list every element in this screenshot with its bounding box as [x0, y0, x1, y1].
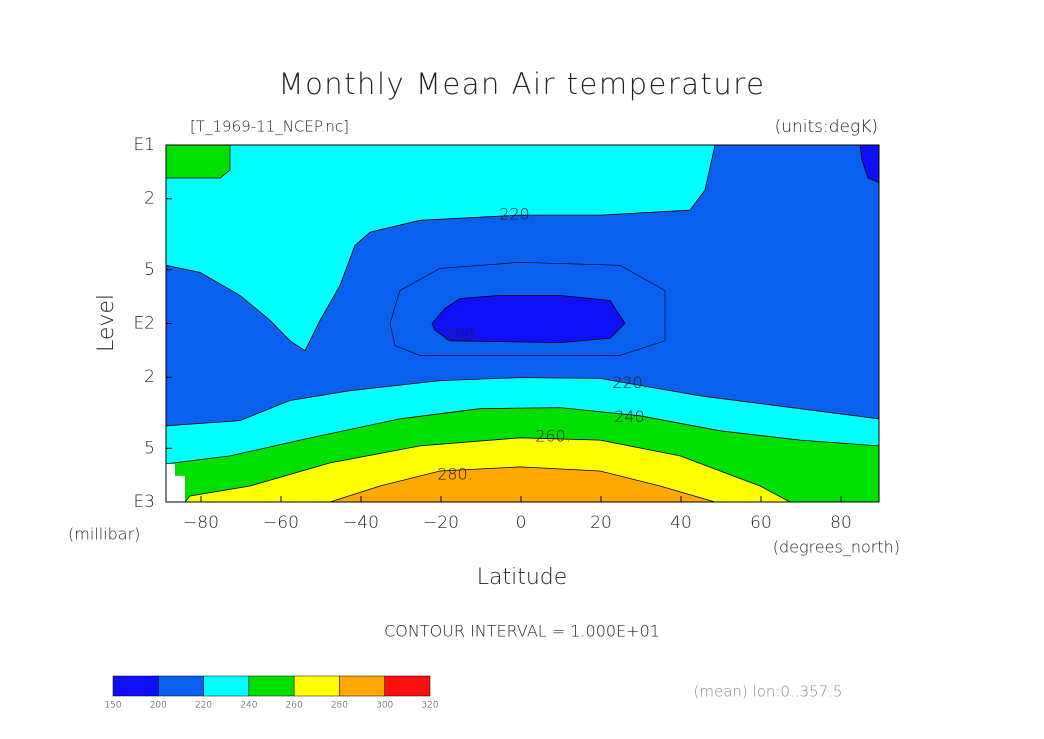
colorbar-label: 200	[150, 701, 167, 711]
y-units: (millibar)	[68, 525, 140, 544]
colorbar-swatch	[112, 675, 159, 697]
x-tick-label: −80	[183, 513, 219, 533]
y-axis-label: Level	[94, 294, 119, 352]
contour-region	[431, 294, 626, 344]
colorbar-label: 280	[331, 701, 348, 711]
colorbar-label: 300	[376, 701, 393, 711]
contour-label: 220.	[499, 205, 535, 224]
x-tick-label: 0	[516, 513, 527, 533]
footnote: (mean) lon:0..357.5	[694, 683, 843, 701]
y-tick-label: 2	[144, 367, 155, 387]
colorbar-label: 150	[104, 701, 121, 711]
contour-label: 240.	[614, 407, 650, 426]
colorbar-label: 260	[286, 701, 303, 711]
colorbar-swatch	[384, 675, 431, 697]
contour-label: 260.	[535, 426, 571, 445]
colorbar-swatch	[203, 675, 250, 697]
plot-area: 220. 200. 220. 240. 260. 280.	[166, 145, 879, 502]
x-tick-label: 20	[590, 513, 612, 533]
contour-label: 200.	[444, 325, 480, 344]
colorbar-label: 240	[240, 701, 257, 711]
y-tick-label: E2	[133, 314, 155, 334]
missing-region	[166, 463, 185, 502]
x-units: (degrees_north)	[773, 538, 900, 557]
file-label: [T_1969-11_NCEP.nc]	[190, 118, 349, 136]
chart-title: Monthly Mean Air temperature	[279, 67, 766, 101]
contour-region	[166, 145, 716, 352]
x-tick-label: 60	[750, 513, 772, 533]
colorbar-swatch	[339, 675, 385, 697]
x-tick-label: −40	[343, 513, 379, 533]
y-tick-label: E3	[133, 492, 155, 512]
contour-region	[329, 466, 716, 502]
contour-line	[389, 261, 666, 356]
contour-label: 220.	[612, 373, 648, 392]
contour-region	[166, 145, 231, 179]
colorbar-swatch	[158, 675, 204, 697]
x-tick-label: 40	[670, 513, 692, 533]
y-tick-label: 2	[144, 189, 155, 209]
y-tick-label: 5	[144, 260, 155, 280]
contour-interval: CONTOUR INTERVAL = 1.000E+01	[384, 622, 660, 641]
x-tick-label: −60	[263, 513, 299, 533]
contour-region	[859, 145, 879, 183]
colorbar-swatch	[248, 675, 295, 697]
x-tick-label: −20	[423, 513, 459, 533]
units-label: (units:degK)	[775, 117, 878, 137]
y-tick-label: E1	[133, 135, 155, 155]
colorbar-label: 220	[195, 701, 212, 711]
x-tick-label: 80	[830, 513, 852, 533]
colorbar-swatch	[293, 675, 340, 697]
contour-label: 280.	[437, 464, 473, 483]
colorbar-label: 320	[421, 701, 438, 711]
x-axis-label: Latitude	[477, 565, 568, 590]
y-tick-label: 5	[144, 438, 155, 458]
